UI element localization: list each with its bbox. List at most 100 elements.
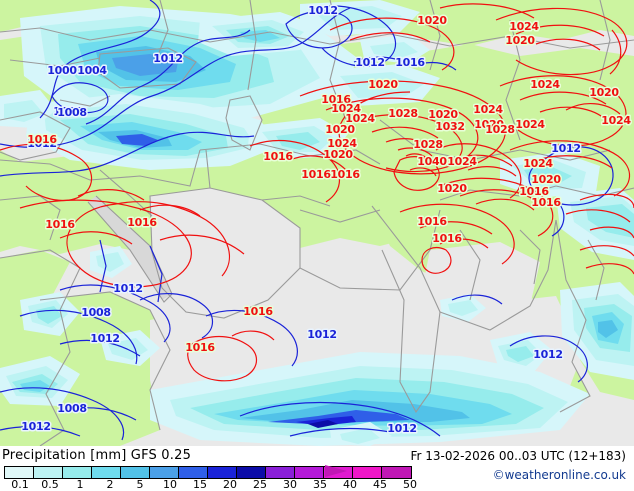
colorbar-tick: 45	[373, 478, 387, 491]
colorbar-tick: 2	[106, 478, 114, 491]
isobar-label: 1020	[437, 182, 467, 195]
colorbar-tick-labels: 0.1 0.5 1 2 5 10 15 20 25 30 35 40 45 50	[4, 478, 417, 491]
isobar-label-halo: 1012	[533, 348, 562, 361]
isobar-label-halo: 1012	[355, 56, 384, 69]
isobar-label-halo: 1024	[523, 157, 553, 170]
isobar-label: 1020	[531, 173, 561, 186]
colorbar-tick: 40	[343, 478, 357, 491]
colorbar-swatch	[150, 467, 179, 478]
isobar-label: 1008	[53, 105, 82, 118]
isobar-label-halo: 1024	[601, 114, 631, 127]
isobar-label-halo: 1012	[27, 137, 56, 150]
isobar-label: 1024	[345, 112, 375, 125]
isobar-label: 1012	[90, 332, 119, 345]
precipitation-layer	[0, 0, 634, 446]
isobar-label-halo: 1012	[308, 4, 337, 17]
isobar-label: 1020	[368, 78, 398, 91]
isobar-label-halo: 1024	[327, 137, 357, 150]
isobar-label-halo: 1016	[330, 168, 360, 181]
isobar-label-halo: 1024	[509, 20, 539, 33]
isobar-label: 1016	[432, 232, 462, 245]
isobar-label-halo: 1016	[432, 232, 462, 245]
isobar-label: 1012	[113, 282, 142, 295]
isobar-label-halo: 1016	[321, 93, 351, 106]
weather-map[interactable]: 1000 1000 1004 1004 1008 1008 1012 1012 1008 1008…	[0, 0, 634, 446]
isobar-label-halo: 1020	[437, 182, 467, 195]
isobar-label: 1024	[473, 103, 503, 116]
colorbar-tick: 15	[193, 478, 207, 491]
isobar-label: 1008	[81, 306, 110, 319]
isobar-label-halo: 1000	[47, 64, 77, 77]
isobar-label: 1024	[331, 102, 361, 115]
isobar-label: 1024	[515, 118, 545, 131]
isobar-label: 1016	[27, 133, 57, 146]
isobar-label-halo: 1016	[45, 218, 75, 231]
isobar-label-halo: 1016	[417, 215, 447, 228]
colorbar-swatch	[92, 467, 121, 478]
isobar-label: 1016	[127, 216, 157, 229]
map-footer: Precipitation [mm] GFS 0.25 Fr 13-02-202…	[0, 446, 634, 491]
colorbar-tick: 10	[163, 478, 177, 491]
isobar-label-halo: 1028	[485, 123, 514, 136]
isobar-label-halo: 1012	[307, 328, 336, 341]
isobar-label: 1024	[447, 155, 477, 168]
isobar-label-halo: 1016	[395, 56, 425, 69]
isobar-label-halo: 1028	[388, 107, 417, 120]
isobar-label: 1020	[589, 86, 619, 99]
isobar-label-halo: 1020	[589, 86, 619, 99]
isobar-high-layer	[0, 3, 634, 382]
colorbar-swatch	[63, 467, 92, 478]
isobar-label-halo: 1016	[243, 305, 273, 318]
isobar-label-halo: 1012	[113, 282, 142, 295]
isobar-label: 1020	[505, 34, 535, 47]
colorbar-tick: 30	[283, 478, 297, 491]
isobar-label: 1012	[27, 137, 56, 150]
isobar-label-halo: 1024	[447, 155, 477, 168]
isobar-label: 1028	[413, 138, 442, 151]
legend-title: Precipitation [mm] GFS 0.25	[2, 448, 192, 463]
colorbar-tick: 1	[76, 478, 84, 491]
isobar-label-halo: 1020	[325, 123, 355, 136]
isobar-label: 1008	[57, 106, 86, 119]
isobar-label-halo: 1012	[21, 420, 50, 433]
isobar-label: 1004	[77, 64, 107, 77]
colorbar-tick: 5	[136, 478, 144, 491]
isobar-label-halo: 1012	[90, 332, 119, 345]
isobar-label-halo: 1012	[551, 142, 580, 155]
isobar-label-halo: 1020	[428, 108, 458, 121]
colorbar-swatch	[5, 467, 34, 478]
isobar-label: 1016	[243, 305, 273, 318]
colorbar-swatch	[266, 467, 295, 478]
isobar-label: 1008	[57, 402, 86, 415]
isobar-label: 1020	[428, 108, 458, 121]
colorbar-swatch	[382, 467, 411, 478]
isobar-label-halo: 1024	[515, 118, 545, 131]
isobar-label: 1020	[474, 118, 504, 131]
isobar-label-halo: 1012	[153, 52, 182, 65]
isobar-label-halo: 1016	[531, 196, 561, 209]
isobar-label-halo: 1016	[185, 341, 215, 354]
isobar-label-halo: 1012	[387, 422, 416, 435]
isobar-label: 1012	[551, 142, 580, 155]
isobar-label: 1016	[301, 168, 331, 181]
colorbar-swatch	[295, 467, 324, 478]
colorbar-tick: 0.5	[41, 478, 59, 491]
isobar-label-halo: 1016	[301, 168, 331, 181]
isobar-label: 1012	[153, 52, 182, 65]
isobar-label: 1016	[330, 168, 360, 181]
isobar-label: 1016	[45, 218, 75, 231]
precipitation-colorbar[interactable]: 0.1 0.5 1 2 5 10 15 20 25 30 35 40 45 50	[4, 465, 417, 491]
isobar-label-halo: 1004	[77, 64, 107, 77]
isobar-label-halo: 1024	[530, 78, 560, 91]
isobar-label-halo: 1008	[81, 306, 110, 319]
forecast-timestamp: Fr 13-02-2026 00..03 UTC (12+183)	[410, 449, 626, 463]
isobar-label-halo: 1008	[53, 105, 82, 118]
colorbar-swatch	[353, 467, 382, 478]
colorbar-tick: 35	[313, 478, 327, 491]
isobar-label: 1012	[307, 328, 336, 341]
colorbar-swatch	[237, 467, 266, 478]
isobar-label: 1012	[533, 348, 562, 361]
isobar-label: 1024	[509, 20, 539, 33]
